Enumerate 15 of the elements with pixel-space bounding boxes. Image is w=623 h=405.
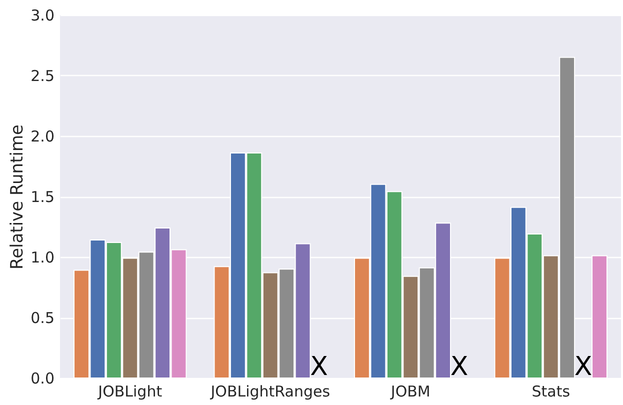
y-tick-label: 1.5	[30, 188, 54, 206]
y-axis-title: Relative Runtime	[8, 124, 28, 270]
annotation: X	[310, 352, 328, 382]
y-tick-label: 3.0	[30, 6, 54, 24]
annotation: X	[574, 352, 592, 382]
y-tick-label: 2.5	[30, 67, 54, 85]
y-tick-label: 0.0	[30, 370, 54, 388]
x-tick-label: Stats	[532, 382, 570, 400]
y-tick-label: 1.0	[30, 248, 54, 266]
y-tick-label: 0.5	[30, 309, 54, 327]
annotation: X	[450, 352, 468, 382]
y-tick-label: 2.0	[30, 128, 54, 146]
x-tick-label: JOBLightRanges	[210, 382, 330, 400]
x-tick-label: JOBM	[390, 382, 430, 400]
x-tick-label: JOBLight	[97, 382, 162, 400]
